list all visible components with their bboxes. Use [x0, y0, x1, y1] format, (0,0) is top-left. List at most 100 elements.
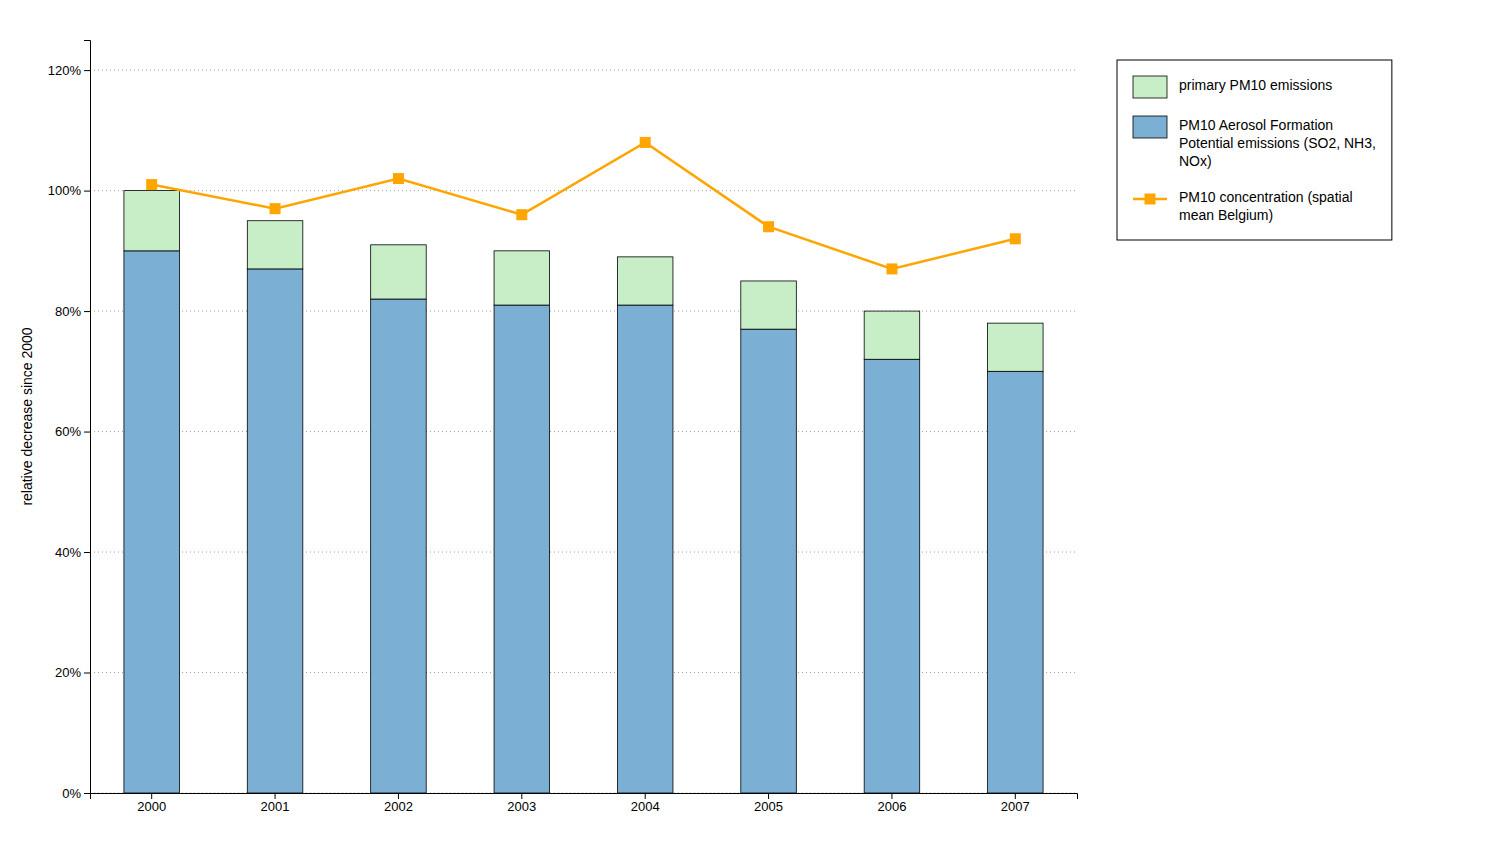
- grid-line: [90, 552, 1077, 553]
- y-tick: 80%: [55, 304, 90, 319]
- y-tick: 60%: [55, 424, 90, 439]
- grid-line: [90, 311, 1077, 312]
- legend-label: primary PM10 emissions: [1179, 77, 1332, 93]
- x-tick-mark: [645, 793, 646, 799]
- x-tick-mark: [521, 793, 522, 799]
- x-tick-mark: [1015, 793, 1016, 799]
- y-tick-mark: [84, 70, 90, 71]
- bar: [741, 281, 797, 329]
- bar: [371, 245, 427, 299]
- bar: [741, 329, 797, 793]
- grid-line: [90, 431, 1077, 432]
- grid: [90, 70, 1077, 793]
- bar: [617, 257, 673, 305]
- x-tick-label: 2006: [877, 799, 906, 814]
- x-tick: 2002: [384, 793, 413, 814]
- y-tick: 40%: [55, 545, 90, 560]
- grid-line: [90, 190, 1077, 191]
- x-tick-mark: [275, 793, 276, 799]
- x-tick: 2004: [631, 793, 660, 814]
- grid-line: [90, 70, 1077, 71]
- x-tick: 2007: [1001, 793, 1030, 814]
- y-tick-label: 40%: [55, 545, 81, 560]
- y-tick-mark: [84, 673, 90, 674]
- grid-line: [90, 672, 1077, 673]
- legend-swatch: [1133, 116, 1167, 138]
- x-axis-line: [91, 794, 1078, 800]
- legend-swatch: [1133, 76, 1167, 98]
- line-marker: [270, 203, 281, 214]
- line-marker: [516, 209, 527, 220]
- legend-label: PM10 Aerosol Formation Potential emission…: [1179, 117, 1376, 169]
- y-tick-label: 60%: [55, 424, 81, 439]
- bar: [247, 269, 303, 793]
- bar: [617, 305, 673, 793]
- y-tick-label: 20%: [55, 665, 81, 680]
- legend-label-line: NOx): [1179, 153, 1212, 169]
- bar: [864, 359, 920, 793]
- y-tick-mark: [84, 552, 90, 553]
- bar: [124, 251, 180, 793]
- bar: [988, 323, 1044, 371]
- legend-marker: [1145, 194, 1156, 205]
- y-axis: 0% 20% 40% 60% 80% 100% 120%: [48, 41, 91, 801]
- x-tick-label: 2002: [384, 799, 413, 814]
- line-series: [146, 137, 1021, 275]
- bar: [371, 299, 427, 793]
- bar-series: [124, 191, 1043, 372]
- legend-label-line: PM10 Aerosol Formation: [1179, 117, 1333, 133]
- line-marker: [146, 179, 157, 190]
- legend-entry: PM10 Aerosol Formation Potential emission…: [1133, 116, 1376, 169]
- x-axis: 2000 2001 2002 2003 2004 2005 2006 2007: [91, 793, 1078, 814]
- bar: [494, 251, 550, 305]
- chart-container: 2000 2001 2002 2003 2004 2005 2006 2007 0% 20% 40%…: [0, 0, 1507, 853]
- legend-label: PM10 concentration (spatial mean Belgium): [1179, 189, 1353, 223]
- y-tick: 100%: [48, 183, 90, 198]
- y-tick-mark: [84, 432, 90, 433]
- line-marker: [886, 263, 897, 274]
- y-tick-label: 100%: [48, 183, 82, 198]
- legend-label-line: PM10 concentration (spatial: [1179, 189, 1353, 205]
- bar-series: [124, 251, 1043, 793]
- x-tick: 2005: [754, 793, 783, 814]
- x-tick-label: 2004: [631, 799, 660, 814]
- y-tick-label: 80%: [55, 304, 81, 319]
- bar: [864, 311, 920, 359]
- legend-label-line: Potential emissions (SO2, NH3,: [1179, 135, 1376, 151]
- bar: [124, 191, 180, 251]
- line-marker: [393, 173, 404, 184]
- legend-label-line: mean Belgium): [1179, 207, 1273, 223]
- y-axis-title: relative decrease since 2000: [19, 327, 35, 505]
- y-tick-mark: [84, 793, 90, 794]
- x-tick-mark: [398, 793, 399, 799]
- x-tick-mark: [891, 793, 892, 799]
- x-tick-mark: [151, 793, 152, 799]
- chart-svg: 2000 2001 2002 2003 2004 2005 2006 2007 0% 20% 40%…: [0, 0, 1507, 853]
- y-tick: 20%: [55, 665, 90, 680]
- legend-entry: primary PM10 emissions: [1133, 76, 1332, 98]
- line-marker: [763, 221, 774, 232]
- legend: primary PM10 emissions PM10 Aerosol Forma…: [1117, 60, 1392, 240]
- line: [152, 142, 1016, 269]
- line-marker: [640, 137, 651, 148]
- legend-frame: [1117, 60, 1392, 240]
- y-tick: 120%: [48, 63, 90, 78]
- x-tick-label: 2000: [137, 799, 166, 814]
- bar: [494, 305, 550, 793]
- line-marker: [1010, 233, 1021, 244]
- x-tick: 2001: [261, 793, 290, 814]
- x-tick-label: 2003: [507, 799, 536, 814]
- x-tick-label: 2005: [754, 799, 783, 814]
- y-tick-label: 120%: [48, 63, 82, 78]
- bar: [988, 371, 1044, 793]
- x-tick: 2006: [877, 793, 906, 814]
- x-tick-label: 2007: [1001, 799, 1030, 814]
- legend-entry: PM10 concentration (spatial mean Belgium): [1133, 189, 1353, 223]
- x-tick-label: 2001: [261, 799, 290, 814]
- bar: [247, 221, 303, 269]
- y-tick-label: 0%: [62, 786, 81, 801]
- x-tick-mark: [768, 793, 769, 799]
- plot-area: [124, 137, 1043, 793]
- y-tick-mark: [84, 311, 90, 312]
- x-tick: 2000: [137, 793, 166, 814]
